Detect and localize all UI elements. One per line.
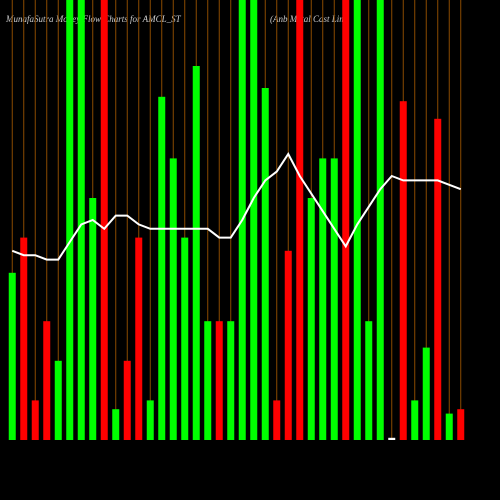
bar [31, 400, 39, 440]
bar [284, 250, 292, 440]
bar [250, 0, 258, 440]
bar [192, 66, 200, 440]
bar [181, 237, 189, 440]
bar [77, 0, 85, 440]
bar [353, 0, 361, 440]
bar [204, 321, 212, 440]
bar [158, 96, 166, 441]
bar [457, 409, 465, 440]
bar [422, 347, 430, 440]
bar [54, 360, 62, 440]
chart-subtitle: (Anb Metal Cast Limi [270, 14, 349, 24]
bar [215, 321, 223, 440]
bar [8, 272, 16, 440]
bar [434, 118, 442, 441]
bar [273, 400, 281, 440]
bar [399, 101, 407, 440]
bar [123, 360, 131, 440]
bar [146, 400, 154, 440]
bar [169, 158, 177, 440]
bar [100, 0, 108, 440]
bar [376, 0, 384, 440]
bar [342, 0, 350, 440]
bar [445, 413, 453, 440]
bar [66, 0, 74, 440]
bar [296, 0, 304, 440]
bar [135, 237, 143, 440]
bar [20, 237, 28, 440]
bar [261, 88, 269, 440]
bar [307, 198, 315, 440]
flow-line [11, 152, 462, 261]
bar [43, 321, 51, 440]
bar [112, 409, 120, 440]
bar [365, 321, 373, 440]
bar [330, 158, 338, 440]
chart-title: MunafaSutra Money Flow Charts for AMCL_S… [5, 14, 182, 24]
bar [227, 321, 235, 440]
bar [388, 437, 396, 440]
bar [411, 400, 419, 440]
bar [319, 158, 327, 440]
bar [89, 198, 97, 440]
